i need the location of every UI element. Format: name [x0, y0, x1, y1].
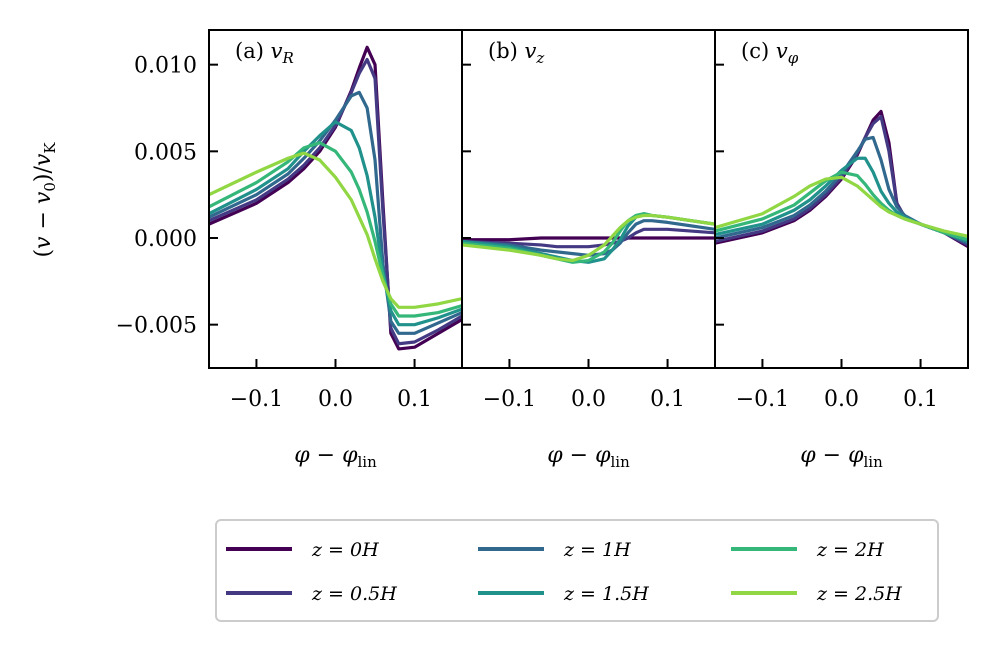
- legend-item: z = 0H: [226, 539, 379, 561]
- panel-2: −0.1 0.0 0.1 (b) vz φ − φlin: [461, 29, 716, 471]
- x-tick-label: −0.1: [230, 387, 283, 412]
- series-line-z-0-5h: [209, 57, 462, 346]
- y-tick-label: 0.010: [134, 54, 197, 79]
- x-axis-title: φ − φlin: [294, 443, 377, 471]
- x-tick-label: 0.1: [397, 387, 432, 412]
- x-tick-label: −0.1: [736, 387, 789, 412]
- series-line-z-2h: [209, 141, 462, 318]
- series-line-z-2-5h: [715, 175, 968, 238]
- x-axis-title: φ − φlin: [547, 443, 630, 471]
- series-lines: [209, 45, 462, 351]
- series-line-z-2-5h: [209, 151, 462, 309]
- x-axis-title: φ − φlin: [800, 443, 883, 471]
- series-line-z-1h: [209, 90, 462, 335]
- panel-label: (a) vR: [235, 39, 294, 67]
- panel-1: −0.1 0.0 0.1 0.010 0.005 0.000 −0.005 (a) vR φ −…: [116, 29, 463, 471]
- x-tick-label: −0.1: [483, 387, 536, 412]
- panel-3: −0.1 0.0 0.1 (c) vφ φ − φlin: [714, 29, 969, 471]
- legend-label: z = 1.5H: [563, 583, 649, 605]
- legend-label: z = 2.5H: [816, 583, 902, 605]
- legend-item: z = 2H: [731, 539, 884, 561]
- y-tick-label: 0.005: [134, 140, 197, 165]
- legend-item: z = 1H: [478, 539, 631, 561]
- y-tick-label: 0.000: [134, 227, 197, 252]
- series-line-z-2-5h: [462, 213, 715, 263]
- series-line-z-0h: [462, 236, 715, 242]
- y-axis-title-group: (v − v0)/vK: [31, 142, 59, 258]
- panels: −0.1 0.0 0.1 0.010 0.005 0.000 −0.005 (a) vR φ −…: [116, 29, 969, 471]
- x-tick-label: 0.0: [318, 387, 353, 412]
- legend-item: z = 1.5H: [478, 583, 649, 605]
- panel-label: (b) vz: [488, 39, 544, 67]
- plot-frame: [714, 29, 969, 369]
- series-lines: [462, 212, 715, 264]
- series-line-z-0h: [209, 45, 462, 351]
- series-line-z-1-5h: [209, 120, 462, 327]
- legend-label: z = 2H: [816, 539, 884, 561]
- x-tick-label: 0.1: [650, 387, 685, 412]
- legend-item: z = 0.5H: [226, 583, 397, 605]
- legend-label: z = 0.5H: [311, 583, 397, 605]
- legend-label: z = 0H: [311, 539, 379, 561]
- panel-label: (c) vφ: [741, 39, 799, 67]
- series-lines: [715, 109, 968, 249]
- legend: z = 0H z = 1H z = 2H z = 0.5H z = 1.5H z = 2.…: [215, 519, 939, 622]
- y-tick-label: −0.005: [116, 314, 197, 339]
- x-tick-label: 0.0: [824, 387, 859, 412]
- legend-item: z = 2.5H: [731, 583, 902, 605]
- plot-frame: [461, 29, 716, 369]
- x-tick-label: 0.0: [571, 387, 606, 412]
- legend-frame: [215, 519, 939, 622]
- x-tick-label: 0.1: [903, 387, 938, 412]
- y-axis-title: (v − v0)/vK: [31, 142, 59, 258]
- legend-label: z = 1H: [563, 539, 631, 561]
